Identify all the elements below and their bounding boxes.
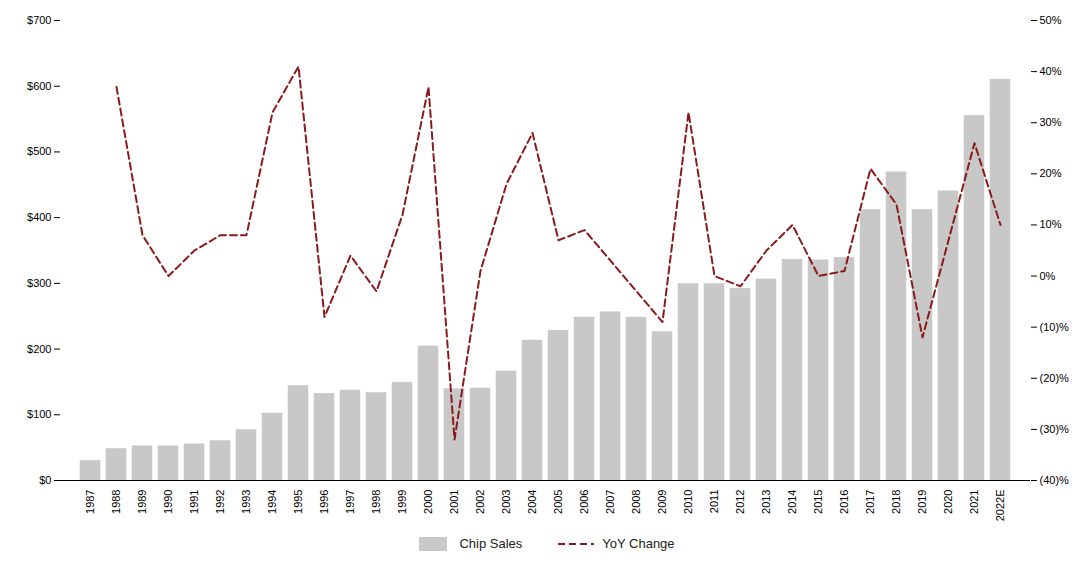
svg-text:(10)%: (10)%	[1040, 321, 1070, 333]
svg-text:1998: 1998	[370, 490, 382, 514]
svg-text:1987: 1987	[84, 490, 96, 514]
svg-text:2015: 2015	[812, 490, 824, 514]
svg-text:(30)%: (30)%	[1040, 423, 1070, 435]
svg-text:2013: 2013	[760, 490, 772, 514]
svg-text:$300: $300	[27, 277, 51, 289]
svg-text:$700: $700	[27, 14, 51, 26]
svg-text:1999: 1999	[396, 490, 408, 514]
html-text:YoY Change: YoY Change	[602, 536, 675, 551]
svg-text:$100: $100	[27, 408, 51, 420]
svg-text:$200: $200	[27, 343, 51, 355]
svg-text:2009: 2009	[656, 490, 668, 514]
svg-text:20%: 20%	[1040, 167, 1062, 179]
svg-text:(20)%: (20)%	[1040, 372, 1070, 384]
svg-text:$400: $400	[27, 211, 51, 223]
svg-text:1996: 1996	[318, 490, 330, 514]
svg-text:$600: $600	[27, 80, 51, 92]
svg-text:2002: 2002	[474, 490, 486, 514]
svg-text:$500: $500	[27, 145, 51, 157]
svg-text:(40)%: (40)%	[1040, 474, 1070, 486]
html-text:Chip Sales: Chip Sales	[459, 536, 523, 551]
svg-text:40%: 40%	[1040, 65, 1062, 77]
svg-text:1990: 1990	[162, 490, 174, 514]
svg-text:2019: 2019	[916, 490, 928, 514]
svg-text:2010: 2010	[682, 490, 694, 514]
svg-text:2022E: 2022E	[994, 490, 1006, 522]
svg-text:2004: 2004	[526, 490, 538, 514]
svg-text:1989: 1989	[136, 490, 148, 514]
svg-text:0%: 0%	[1040, 270, 1056, 282]
svg-text:1997: 1997	[344, 490, 356, 514]
svg-text:2008: 2008	[630, 490, 642, 514]
svg-text:1992: 1992	[214, 490, 226, 514]
svg-text:2006: 2006	[578, 490, 590, 514]
svg-text:50%: 50%	[1040, 14, 1062, 26]
svg-text:2016: 2016	[838, 490, 850, 514]
svg-text:2021: 2021	[968, 490, 980, 514]
svg-text:2007: 2007	[604, 490, 616, 514]
svg-text:2018: 2018	[890, 490, 902, 514]
svg-text:2012: 2012	[734, 490, 746, 514]
svg-text:1994: 1994	[266, 490, 278, 514]
svg-text:10%: 10%	[1040, 218, 1062, 230]
svg-text:2000: 2000	[422, 490, 434, 514]
svg-text:2003: 2003	[500, 490, 512, 514]
svg-text:1988: 1988	[110, 490, 122, 514]
svg-text:2005: 2005	[552, 490, 564, 514]
svg-text:2020: 2020	[942, 490, 954, 514]
svg-text:2011: 2011	[708, 490, 720, 514]
svg-text:30%: 30%	[1040, 116, 1062, 128]
svg-text:2017: 2017	[864, 490, 876, 514]
svg-text:2001: 2001	[448, 490, 460, 514]
svg-text:1993: 1993	[240, 490, 252, 514]
svg-text:$0: $0	[39, 474, 51, 486]
svg-text:1991: 1991	[188, 490, 200, 514]
svg-text:1995: 1995	[292, 490, 304, 514]
svg-text:2014: 2014	[786, 490, 798, 514]
